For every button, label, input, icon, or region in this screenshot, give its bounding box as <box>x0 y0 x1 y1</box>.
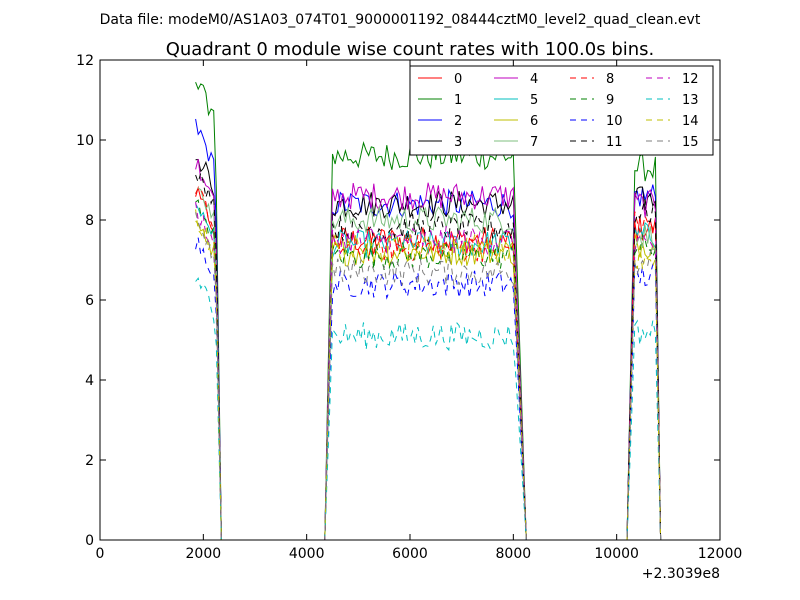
y-tick-label: 2 <box>85 453 94 469</box>
x-tick-label: 0 <box>96 546 105 562</box>
y-tick-label: 0 <box>85 533 94 549</box>
legend-label-12: 12 <box>682 72 699 87</box>
legend-label-14: 14 <box>682 114 699 129</box>
x-tick-label: 6000 <box>392 546 428 562</box>
legend-label-1: 1 <box>454 93 462 108</box>
y-tick-label: 8 <box>85 213 94 229</box>
y-tick-label: 12 <box>76 53 94 69</box>
legend-label-8: 8 <box>606 72 614 87</box>
legend-label-4: 4 <box>530 72 538 87</box>
x-tick-label: 4000 <box>289 546 325 562</box>
legend-label-3: 3 <box>454 135 462 150</box>
legend-box <box>409 65 714 156</box>
series-line-1 <box>195 82 662 541</box>
legend-label-13: 13 <box>682 93 699 108</box>
series-line-2 <box>195 118 662 541</box>
legend-label-10: 10 <box>606 114 623 129</box>
legend-label-6: 6 <box>530 114 538 129</box>
series-line-11 <box>195 170 662 541</box>
y-tick-label: 10 <box>76 133 94 149</box>
x-offset-label: +2.3039e8 <box>642 566 720 582</box>
legend-label-2: 2 <box>454 114 462 129</box>
legend-label-15: 15 <box>682 135 699 150</box>
legend-label-5: 5 <box>530 93 538 108</box>
series-line-6 <box>195 220 662 541</box>
series-line-8 <box>195 187 662 541</box>
series-line-12 <box>195 202 662 541</box>
x-tick-label: 12000 <box>698 546 743 562</box>
y-tick-label: 4 <box>85 373 94 389</box>
x-tick-label: 8000 <box>496 546 532 562</box>
series-line-3 <box>195 158 662 541</box>
x-tick-label: 10000 <box>594 546 639 562</box>
y-tick-label: 6 <box>85 293 94 309</box>
x-tick-label: 2000 <box>186 546 222 562</box>
legend-label-11: 11 <box>606 135 623 150</box>
legend-label-9: 9 <box>606 93 614 108</box>
series-line-10 <box>195 237 662 541</box>
series-line-14 <box>195 209 662 541</box>
chart-title: Quadrant 0 module wise count rates with … <box>166 39 655 60</box>
legend-label-0: 0 <box>454 72 462 87</box>
suptitle: Data file: modeM0/AS1A03_074T01_90000011… <box>100 12 701 28</box>
series-line-15 <box>195 212 662 541</box>
series-layer <box>195 82 662 541</box>
series-line-13 <box>195 277 662 541</box>
legend-label-7: 7 <box>530 135 538 150</box>
